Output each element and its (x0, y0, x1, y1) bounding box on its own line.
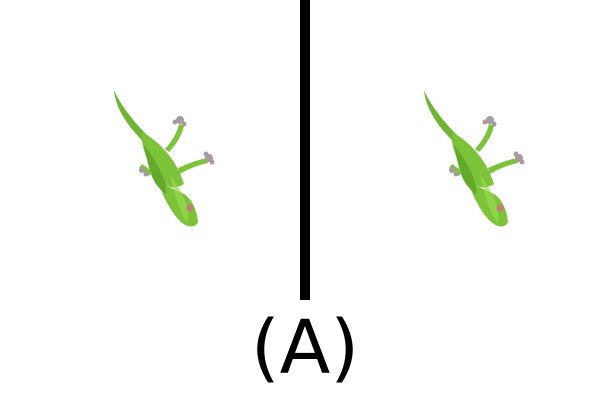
divider-line (300, 0, 310, 300)
lizard-right (424, 90, 525, 227)
lizard-left (114, 90, 215, 227)
figure-caption: (A) (250, 305, 360, 391)
panel-left (0, 0, 300, 300)
panel-right (310, 0, 610, 300)
lizard-icon (424, 90, 525, 227)
lizard-icon (114, 90, 215, 227)
